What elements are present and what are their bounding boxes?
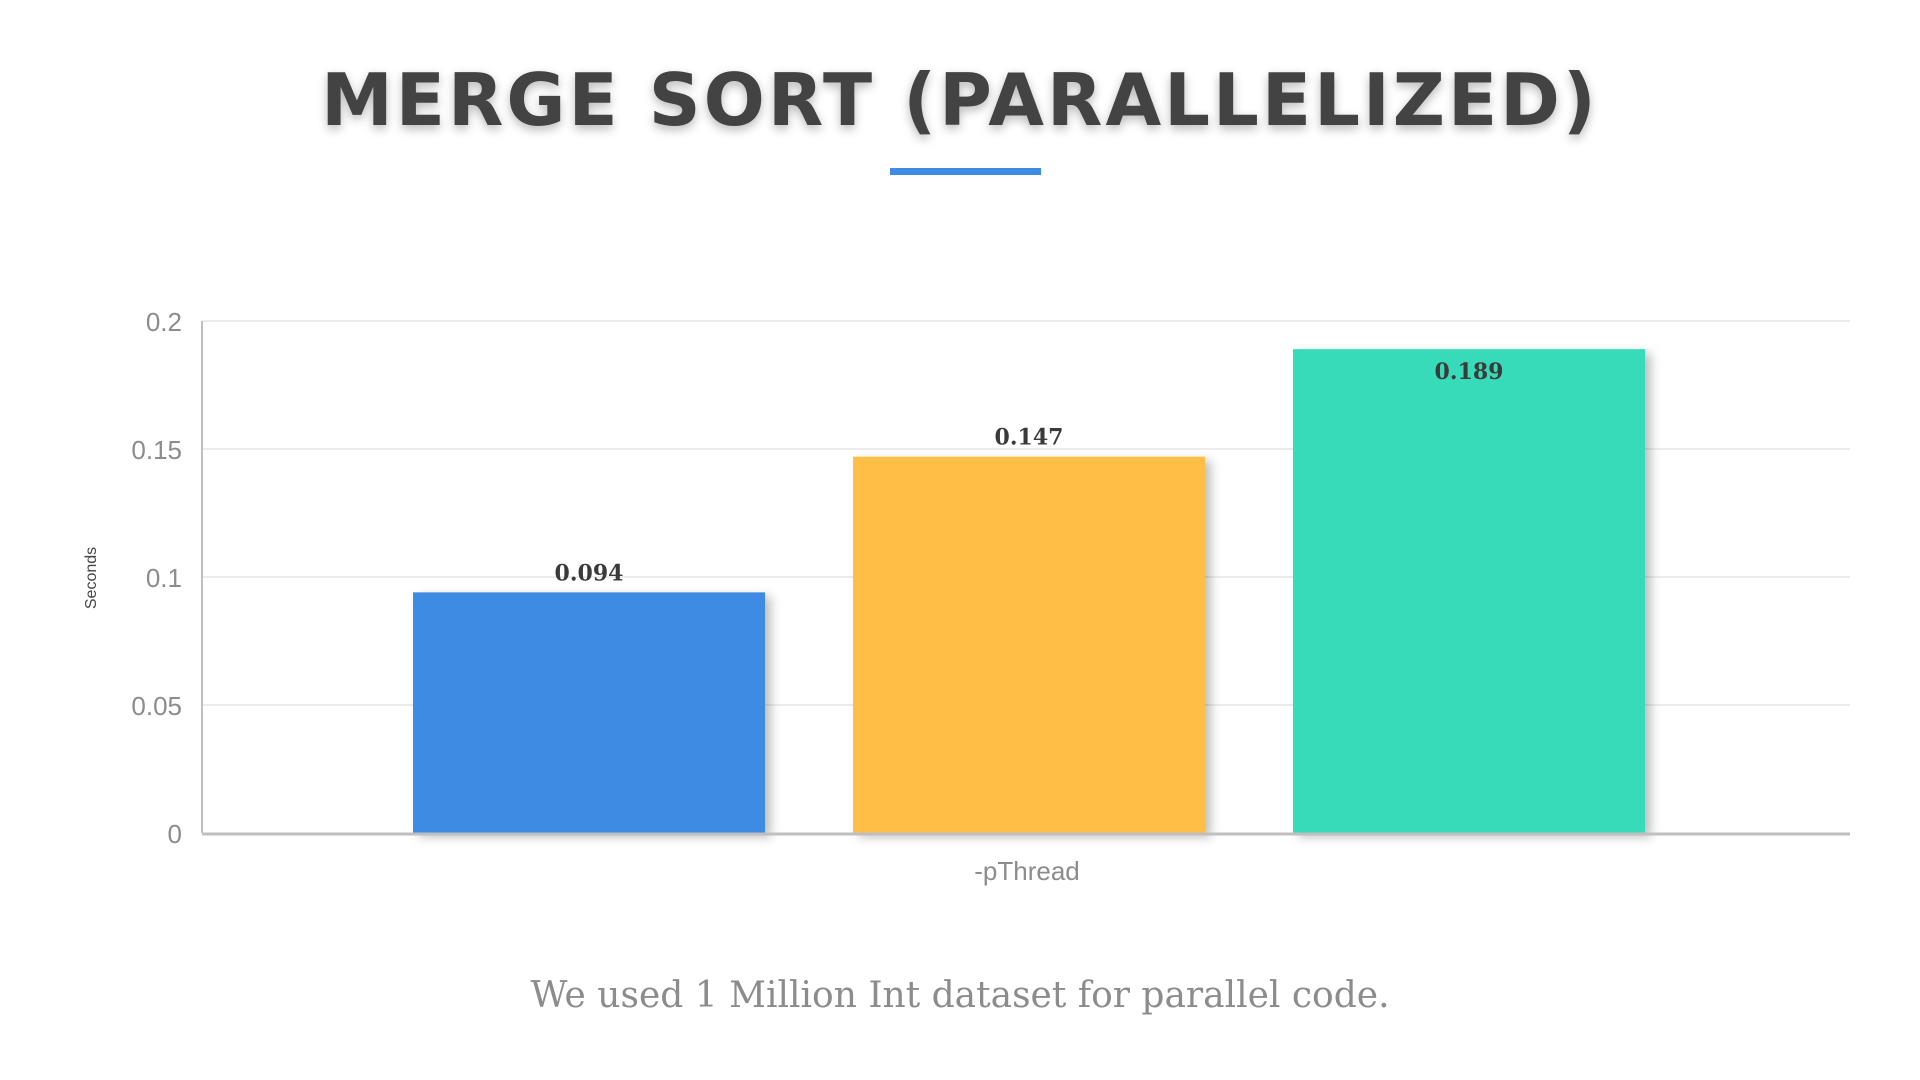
bar [853,456,1205,833]
y-tick-label: 0.2 [146,307,182,337]
data-label: 0.189 [1435,359,1504,385]
axes [201,321,1850,836]
y-tick-labels: 0 0.05 0.1 0.15 0.2 [131,307,182,849]
x-category-label: -pThread [974,856,1080,886]
y-tick-label: 0 [168,819,182,849]
y-tick-label: 0.1 [146,563,182,593]
y-axis-title: Seconds [83,547,100,609]
bar [1293,349,1645,833]
data-labels: 0.094 0.147 0.189 [555,359,1504,586]
data-label: 0.147 [995,425,1064,451]
data-label: 0.094 [555,560,624,586]
y-tick-label: 0.05 [131,691,182,721]
bar [413,592,765,833]
slide-caption: We used 1 Million Int dataset for parall… [530,975,1390,1016]
bars [413,349,1645,833]
y-tick-label: 0.15 [131,435,182,465]
slide-title: MERGE SORT (PARALLELIZED) [321,58,1599,142]
title-underline [890,168,1041,175]
